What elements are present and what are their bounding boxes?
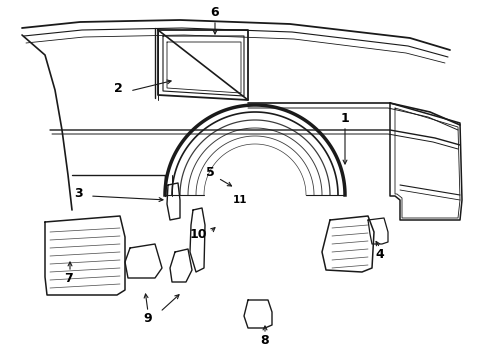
Text: 3: 3 [74, 186, 82, 199]
Text: 10: 10 [189, 229, 207, 242]
Text: 8: 8 [261, 333, 270, 346]
Text: 2: 2 [114, 81, 122, 95]
Text: 6: 6 [211, 5, 220, 18]
Text: 1: 1 [341, 112, 349, 125]
Text: 4: 4 [376, 248, 384, 261]
Text: 9: 9 [144, 311, 152, 324]
Text: 11: 11 [233, 195, 247, 205]
Text: 5: 5 [206, 166, 215, 179]
Text: 7: 7 [64, 271, 73, 284]
